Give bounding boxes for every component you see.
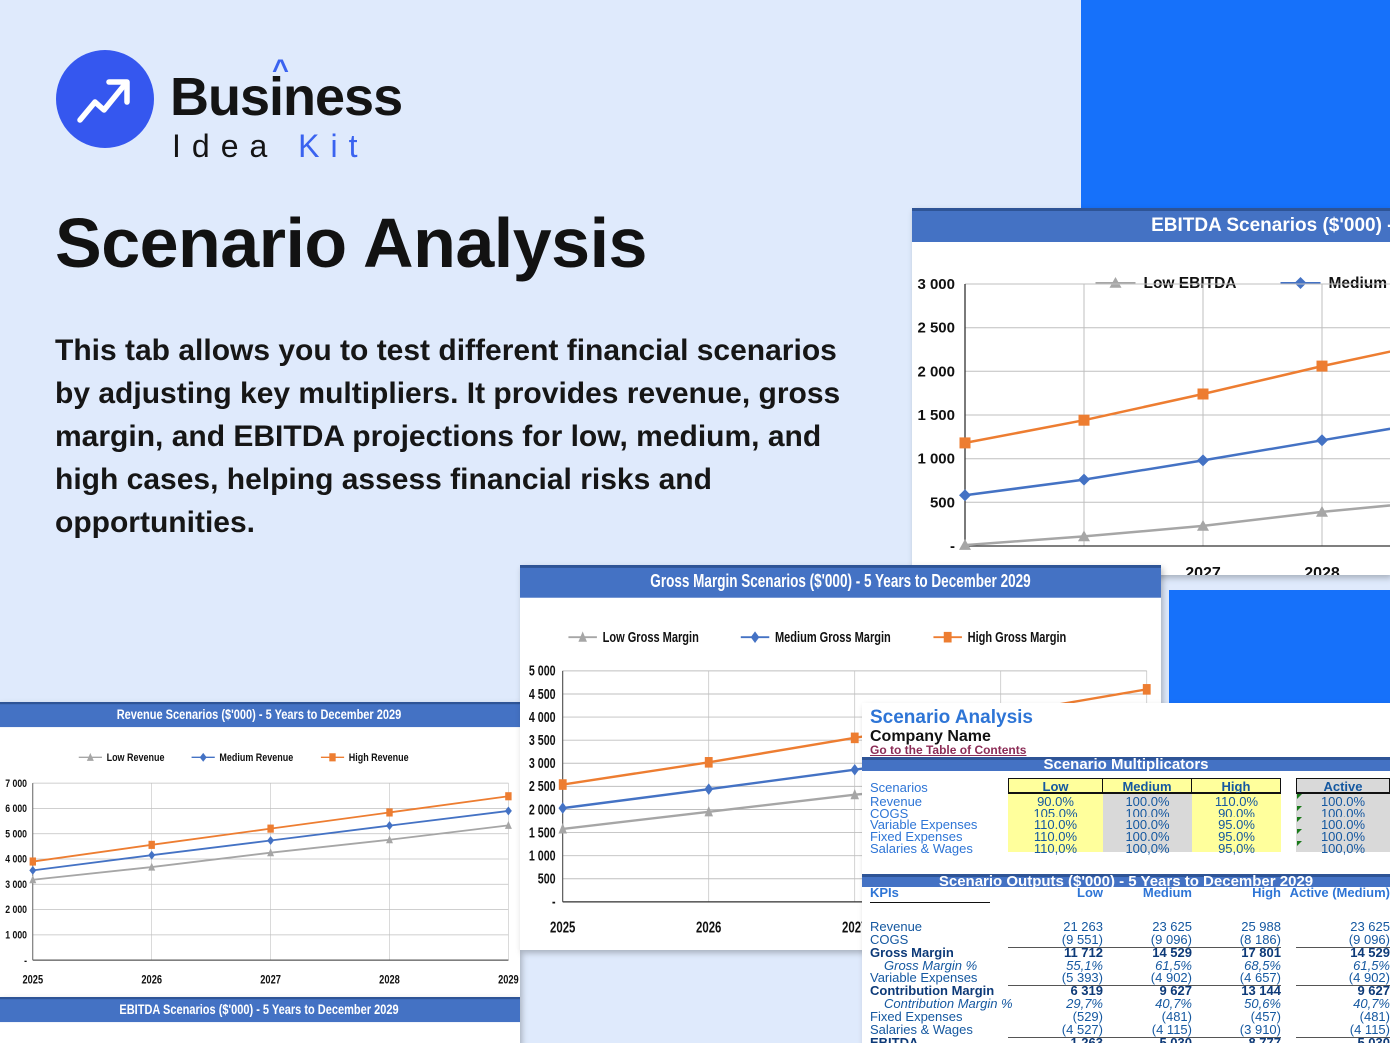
- svg-text:Low Revenue: Low Revenue: [107, 752, 165, 764]
- svg-text:7 000: 7 000: [5, 778, 27, 790]
- svg-text:3 000: 3 000: [917, 276, 955, 293]
- svg-text:2029: 2029: [1134, 919, 1160, 936]
- svg-text:5 000: 5 000: [529, 663, 556, 679]
- svg-text:3 000: 3 000: [529, 756, 556, 772]
- svg-text:3 500: 3 500: [529, 732, 556, 748]
- svg-text:2028: 2028: [988, 919, 1014, 936]
- svg-text:Gross Margin Scenarios ($'000): Gross Margin Scenarios ($'000) - 5 Years…: [650, 571, 1030, 591]
- svg-text:4 500: 4 500: [529, 686, 556, 702]
- svg-text:500: 500: [538, 871, 556, 887]
- svg-text:2027: 2027: [1185, 565, 1221, 575]
- svg-text:2025: 2025: [550, 919, 576, 936]
- svg-text:2026: 2026: [141, 974, 162, 987]
- svg-text:6 000: 6 000: [5, 803, 27, 815]
- svg-text:2 000: 2 000: [917, 363, 955, 380]
- svg-text:Medium Revenue: Medium Revenue: [219, 752, 293, 764]
- svg-text:-: -: [24, 955, 27, 967]
- svg-text:2 000: 2 000: [529, 802, 556, 818]
- svg-text:2 500: 2 500: [529, 779, 556, 795]
- svg-text:EBITDA Scenarios ($'000) - 5 Y: EBITDA Scenarios ($'000) - 5 Years to De…: [1151, 215, 1390, 236]
- svg-text:1 500: 1 500: [529, 825, 556, 841]
- svg-text:4 000: 4 000: [529, 709, 556, 725]
- svg-text:2028: 2028: [1304, 565, 1340, 575]
- svg-text:1 000: 1 000: [5, 930, 27, 942]
- svg-text:2029: 2029: [498, 974, 519, 987]
- svg-text:Revenue Scenarios ($'000) - 5: Revenue Scenarios ($'000) - 5 Years to D…: [117, 707, 402, 723]
- svg-text:2026: 2026: [696, 919, 722, 936]
- svg-text:500: 500: [930, 494, 955, 511]
- svg-text:High Gross Margin: High Gross Margin: [968, 628, 1067, 645]
- svg-text:4 000: 4 000: [5, 854, 27, 866]
- svg-text:1 000: 1 000: [529, 848, 556, 864]
- svg-text:Low Gross Margin: Low Gross Margin: [603, 628, 699, 645]
- svg-text:2 000: 2 000: [5, 904, 27, 916]
- svg-text:1 500: 1 500: [917, 407, 955, 424]
- svg-text:-: -: [950, 538, 955, 555]
- svg-text:-: -: [552, 894, 556, 910]
- svg-text:5 000: 5 000: [5, 829, 27, 841]
- svg-text:High Revenue: High Revenue: [349, 752, 409, 764]
- svg-text:2027: 2027: [260, 974, 281, 987]
- svg-text:2028: 2028: [379, 974, 400, 987]
- svg-text:3 000: 3 000: [5, 879, 27, 891]
- svg-text:2027: 2027: [842, 919, 867, 936]
- svg-text:2025: 2025: [22, 974, 43, 987]
- svg-text:Medium Gross Margin: Medium Gross Margin: [775, 628, 891, 645]
- svg-text:1 000: 1 000: [917, 451, 955, 468]
- svg-text:EBITDA Scenarios ($'000) - 5 Y: EBITDA Scenarios ($'000) - 5 Years to De…: [119, 1002, 398, 1018]
- svg-text:2 500: 2 500: [917, 320, 955, 337]
